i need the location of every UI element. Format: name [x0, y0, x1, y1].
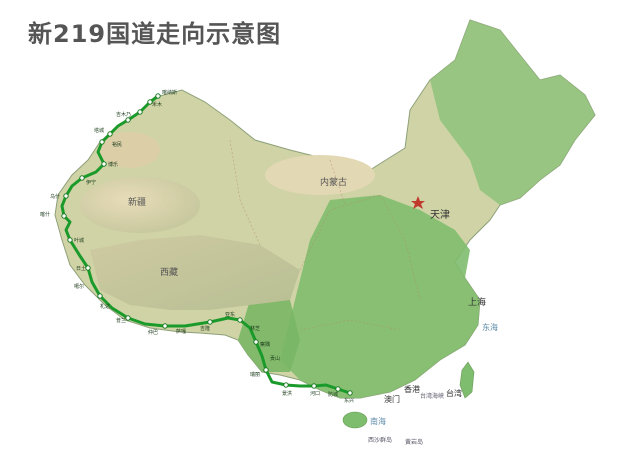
- dzungaria-basin: [100, 132, 160, 168]
- tarim-basin: [80, 177, 200, 233]
- stop-hemu: 禾木: [152, 101, 162, 108]
- stop-dongxing: 东兴: [344, 397, 354, 404]
- south-west-green: [238, 300, 300, 372]
- stop-bole: 博乐: [108, 161, 118, 168]
- beijing-star-icon: [411, 196, 425, 209]
- stop-zhongba: 仲巴: [148, 329, 158, 336]
- east-china-green: [280, 195, 480, 398]
- label-nanhai: 南海: [370, 416, 386, 426]
- tibet-plateau: [90, 235, 300, 310]
- stop-jilong: 吉隆: [200, 325, 210, 332]
- route-stop-markers: [61, 93, 353, 396]
- map-title: 新219国道走向示意图: [28, 20, 282, 48]
- stop-nyingchi: 林芝: [250, 325, 260, 332]
- stop-hekou: 河口: [310, 390, 320, 397]
- stop-yadong: 亚东: [225, 311, 235, 318]
- label-xisha: 西沙群岛: [368, 436, 392, 444]
- stop-jimunai: 吉木乃: [116, 111, 131, 118]
- hainan-island: [342, 411, 368, 429]
- label-donghai: 东海: [482, 322, 498, 332]
- stop-gar: 噶尔: [74, 283, 84, 290]
- label-haixia: 台湾海峡: [420, 392, 444, 400]
- label-shanghai: 上海: [468, 296, 486, 308]
- g219-route-line: [60, 94, 351, 395]
- label-xianggang: 香港: [404, 384, 420, 394]
- stop-kanas: 喀纳斯: [162, 89, 177, 96]
- stop-ruili: 瑞丽: [250, 371, 260, 378]
- label-xizang: 西藏: [160, 266, 178, 278]
- stop-zhada: 札达: [100, 303, 110, 310]
- label-huangyan: 黄岩岛: [405, 438, 423, 446]
- label-tianjin: 天津: [430, 209, 450, 221]
- stop-kashi: 喀什: [40, 211, 50, 218]
- stop-tacheng: 塔城: [94, 127, 104, 134]
- gobi: [265, 155, 375, 195]
- label-aomen: 澳门: [384, 394, 400, 404]
- stop-yining: 伊宁: [86, 179, 96, 186]
- stop-wushi: 乌什: [50, 193, 60, 200]
- label-xinjiang: 新疆: [128, 196, 146, 208]
- stop-fangcheng: 防城: [328, 391, 338, 398]
- label-neimeng: 内蒙古: [320, 176, 347, 188]
- stop-pulan: 普兰: [116, 317, 126, 324]
- label-taiwan: 台湾: [446, 388, 462, 398]
- stop-yumin: 裕民: [112, 141, 122, 148]
- stop-gongshan: 贡山: [270, 355, 280, 362]
- province-boundaries: [229, 139, 421, 331]
- stop-jinghong: 景洪: [282, 390, 292, 397]
- stop-chayu: 察隅: [260, 341, 270, 348]
- northeast-forest: [430, 20, 595, 205]
- stop-ritu: 日土: [76, 265, 86, 272]
- stop-saga: 萨嘎: [176, 328, 186, 335]
- stop-yecheng: 叶城: [74, 237, 84, 244]
- taiwan-island: [459, 361, 475, 399]
